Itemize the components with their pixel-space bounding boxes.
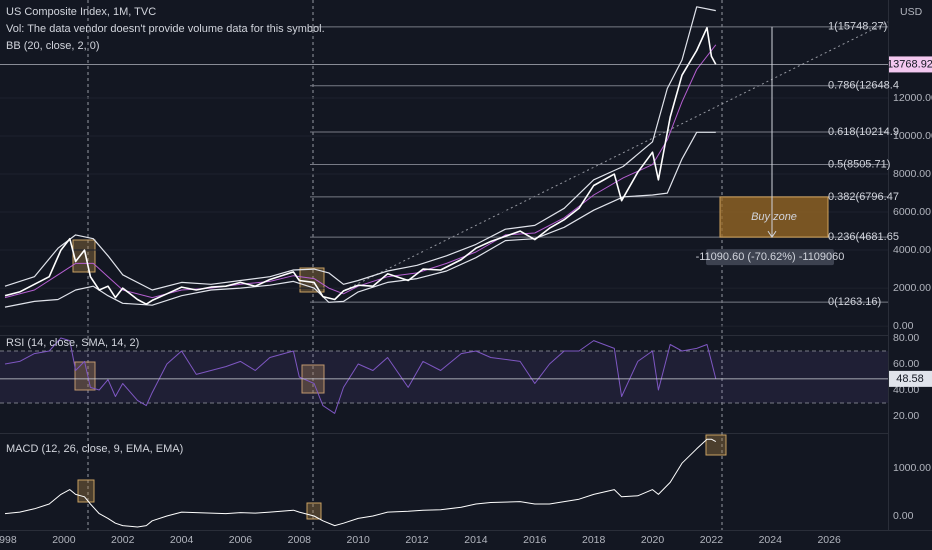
y-tick-label: 10000.00 bbox=[893, 130, 932, 142]
x-tick-label: 2012 bbox=[405, 534, 429, 546]
highlight-box bbox=[306, 502, 322, 520]
highlight-box bbox=[705, 434, 727, 456]
y-tick-label: 4000.00 bbox=[893, 244, 931, 256]
measure-label: -11090.60 (-70.62%) -1109060 bbox=[696, 251, 845, 263]
y-tick-label: 80.00 bbox=[893, 332, 919, 344]
measure-box bbox=[706, 249, 834, 266]
fib-label: 0.382(6796.47 bbox=[828, 191, 899, 203]
fib-label: 0.236(4681.65 bbox=[828, 231, 899, 243]
y-tick-label: 8000.00 bbox=[893, 168, 931, 180]
y-tick-label: 0.00 bbox=[893, 320, 914, 332]
series-line bbox=[4, 26, 717, 305]
y-tick-label: 60.00 bbox=[893, 358, 919, 370]
x-tick-label: 2018 bbox=[582, 534, 606, 546]
trend-line bbox=[344, 21, 889, 291]
series-line bbox=[4, 337, 717, 414]
currency-label: USD bbox=[900, 6, 923, 18]
last-value-box bbox=[889, 370, 932, 387]
x-tick-label: 1998 bbox=[0, 534, 17, 546]
buy-zone-label: Buy zone bbox=[751, 211, 797, 223]
y-tick-label: 0.00 bbox=[893, 510, 914, 522]
x-tick-label: 2024 bbox=[759, 534, 783, 546]
y-tick-label: 2000.00 bbox=[893, 282, 931, 294]
measure-arrow bbox=[767, 230, 777, 239]
last-value-label: 13768.92 bbox=[887, 58, 932, 70]
plot: 1998 2000 2002 2004 2006 2008 2010 2012 2014 2016… bbox=[0, 6, 932, 546]
chart-title: US Composite Index, 1M, TVC bbox=[6, 6, 156, 18]
series-line bbox=[4, 438, 717, 528]
indicator-label: RSI (14, close, SMA, 14, 2) bbox=[6, 337, 139, 349]
x-tick-label: 2000 bbox=[52, 534, 76, 546]
x-tick-label: 2014 bbox=[464, 534, 488, 546]
indicator-label: MACD (12, 26, close, 9, EMA, EMA) bbox=[6, 443, 183, 455]
x-tick-label: 2010 bbox=[347, 534, 371, 546]
last-value-box bbox=[889, 56, 932, 73]
y-tick-label: 1000.00 bbox=[893, 462, 931, 474]
fib-label: 0(1263.16) bbox=[828, 296, 881, 308]
last-value-label: 48.58 bbox=[896, 373, 924, 385]
y-tick-label: 12000.00 bbox=[893, 92, 932, 104]
fib-label: 0.5(8505.71) bbox=[828, 158, 890, 170]
x-tick-label: 2022 bbox=[700, 534, 724, 546]
indicator-label: BB (20, close, 2, 0) bbox=[6, 40, 100, 52]
buy-zone bbox=[719, 196, 829, 238]
x-tick-label: 2008 bbox=[288, 534, 312, 546]
x-tick-label: 2006 bbox=[229, 534, 253, 546]
y-tick-label: 6000.00 bbox=[893, 206, 931, 218]
fib-label: 0.786(12648.4 bbox=[828, 80, 899, 92]
bb-basis bbox=[4, 44, 717, 299]
fib-label: 0.618(10214.9 bbox=[828, 126, 899, 138]
x-tick-label: 2020 bbox=[641, 534, 665, 546]
bb-upper bbox=[4, 6, 716, 291]
x-tick-label: 2016 bbox=[523, 534, 547, 546]
x-tick-label: 2004 bbox=[170, 534, 194, 546]
subtitle: Vol: The data vendor doesn't provide vol… bbox=[6, 23, 325, 35]
x-tick-label: 2002 bbox=[111, 534, 135, 546]
y-tick-label: 20.00 bbox=[893, 410, 919, 422]
x-tick-label: 2026 bbox=[817, 534, 841, 546]
rsi-band bbox=[0, 351, 888, 404]
highlight-box bbox=[72, 239, 96, 273]
fib-label: 1(15748.27) bbox=[828, 21, 887, 33]
